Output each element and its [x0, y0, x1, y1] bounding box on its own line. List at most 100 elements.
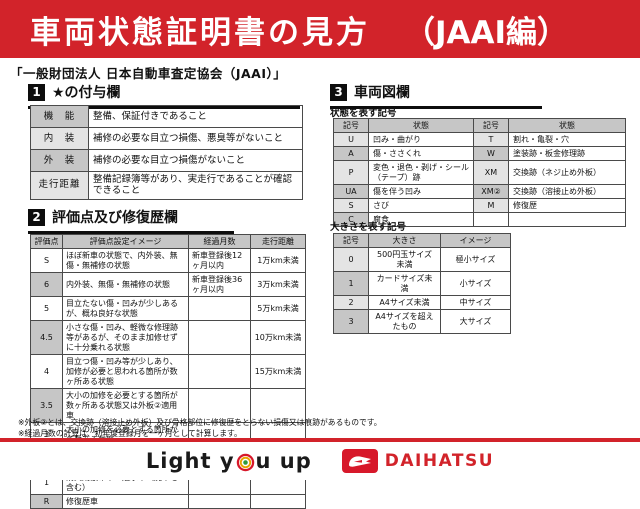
table-row: UA 傷を伴う凹み XM② 交換跡（溶接止め外板） — [333, 184, 626, 199]
col-header: イメージ — [440, 233, 511, 248]
section-number-badge: 2 — [28, 208, 45, 226]
months-cell — [188, 354, 251, 389]
desc-cell: 大小の加修を必要とする箇所が数ヶ所ある状態又は外板②適用車 — [62, 388, 189, 423]
col-header: 評価点設定イメージ — [62, 234, 189, 249]
state-cell: 変色・退色・剥げ・シール（テープ）跡 — [368, 160, 474, 185]
title-banner: 車両状態証明書の見方 （JAAI編） — [0, 0, 640, 58]
score-cell: 4.5 — [30, 320, 63, 355]
table-row: 3.5 大小の加修を必要とする箇所が数ヶ所ある状態又は外板②適用車 — [30, 388, 306, 423]
state-cell: 交換跡（溶接止め外板） — [508, 184, 626, 199]
symbol-cell: XM② — [473, 184, 509, 199]
mileage-cell: 10万km未満 — [250, 320, 306, 355]
state-cell: 傷・ささくれ — [368, 146, 474, 161]
table-row: A 傷・ささくれ W 塗装跡・板金修理跡 — [333, 146, 626, 161]
table-row: 6 内外装、無傷・無補修の状態 新車登録後36ヶ月以内 3万km未満 — [30, 272, 306, 297]
table-row: 走行距離 整備記録簿等があり、実走行であることが確認できること — [30, 171, 303, 200]
table-row: 5 目立たない傷・凹みが少しあるが、概ね良好な状態 5万km未満 — [30, 296, 306, 321]
mileage-cell: 15万km未満 — [250, 354, 306, 389]
state-cell: 凹み・曲がり — [368, 132, 474, 147]
months-cell — [188, 494, 251, 509]
row-label: 内 装 — [30, 127, 89, 150]
table-row: 1 カードサイズ未満 小サイズ — [333, 271, 511, 296]
symbol-cell — [473, 212, 509, 227]
score-cell: 3.5 — [30, 388, 63, 423]
tagline-text: Light y — [145, 449, 235, 473]
state-cell: 割れ・亀裂・穴 — [508, 132, 626, 147]
section-number-badge: 3 — [330, 83, 347, 101]
symbol-cell: M — [473, 198, 509, 213]
tagline-text: u up — [255, 449, 312, 473]
section-diagram-header: 3 車両図欄 — [330, 82, 542, 109]
col-header: 大きさ — [368, 233, 441, 248]
footnote: ※外板②とは、交換跡（溶接止め外板）及び骨格部位に修復歴をとらない損傷又は痕跡が… — [18, 418, 382, 427]
size-cell: A4サイズを超えたもの — [368, 309, 441, 334]
page-title-edition: （JAAI編） — [404, 14, 569, 51]
table-row: 内 装 補修の必要な目立つ損傷、悪臭等がないこと — [30, 127, 303, 150]
section-rating-header: 2 評価点及び修復歴欄 — [28, 207, 234, 234]
light-you-up-logo: Light y u up — [146, 449, 312, 473]
table-row: 4 目立つ傷・凹み等が少しあり、加修が必要と思われる箇所が数ヶ所ある状態 15万… — [30, 354, 306, 389]
col-header: 評価点 — [30, 234, 63, 249]
mileage-cell — [250, 494, 306, 509]
score-cell: 4 — [30, 354, 63, 389]
image-cell: 極小サイズ — [440, 247, 511, 272]
row-desc: 整備、保証付きであること — [88, 105, 303, 128]
months-cell — [188, 296, 251, 321]
col-header: 経過月数 — [188, 234, 251, 249]
size-symbols-caption: 大きさを表す記号 — [330, 222, 407, 233]
table-row: 外 装 補修の必要な目立つ損傷がないこと — [30, 149, 303, 172]
state-cell — [508, 212, 626, 227]
state-cell: 修復歴 — [508, 198, 626, 213]
size-cell: カードサイズ未満 — [368, 271, 441, 296]
symbol-cell: S — [333, 198, 369, 213]
symbol-cell: 0 — [333, 247, 369, 272]
symbol-cell: P — [333, 160, 369, 185]
symbol-cell: A — [333, 146, 369, 161]
table-row: 3 A4サイズを超えたもの 大サイズ — [333, 309, 511, 334]
footnotes: ※外板②とは、交換跡（溶接止め外板）及び骨格部位に修復歴をとらない損傷又は痕跡が… — [18, 418, 382, 439]
size-cell: 500円玉サイズ未満 — [368, 247, 441, 272]
state-cell: 交換跡（ネジ止め外板） — [508, 160, 626, 185]
desc-cell: 内外装、無傷・無補修の状態 — [62, 272, 189, 297]
score-cell: 6 — [30, 272, 63, 297]
footer: Light y u up DAIHATSU — [0, 442, 640, 480]
symbol-cell: UA — [333, 184, 369, 199]
score-cell: 5 — [30, 296, 63, 321]
table-row: R 修復歴車 — [30, 494, 306, 509]
section-title: 車両図欄 — [354, 85, 410, 101]
symbol-cell: XM — [473, 160, 509, 185]
table-row: 4.5 小さな傷・凹み、軽微な修理跡等があるが、そのまま加修せずに十分乗れる状態… — [30, 320, 306, 355]
footer-divider — [0, 438, 640, 442]
desc-cell: 小さな傷・凹み、軽微な修理跡等があるが、そのまま加修せずに十分乗れる状態 — [62, 320, 189, 355]
table-row: S さび M 修復歴 — [333, 198, 626, 213]
state-cell: 傷を伴う凹み — [368, 184, 474, 199]
state-cell: さび — [368, 198, 474, 213]
symbol-cell: 1 — [333, 271, 369, 296]
table-row: U 凹み・曲がり T 割れ・亀裂・穴 — [333, 132, 626, 147]
symbol-cell: U — [333, 132, 369, 147]
state-cell: 塗装跡・板金修理跡 — [508, 146, 626, 161]
state-symbols-caption: 状態を表す記号 — [330, 108, 397, 119]
col-header: 記号 — [333, 233, 369, 248]
daihatsu-mark-icon — [341, 449, 378, 473]
section-number-badge: 1 — [28, 83, 45, 101]
image-cell: 小サイズ — [440, 271, 511, 296]
symbol-cell: 2 — [333, 295, 369, 310]
row-label: 外 装 — [30, 149, 89, 172]
symbol-cell: C — [333, 212, 369, 227]
state-symbols-table: 記号 状態 記号 状態 U 凹み・曲がり T 割れ・亀裂・穴 A 傷・ささくれ … — [333, 118, 626, 227]
organization-line: 「一般財団法人 日本自動車査定協会（JAAI）」 — [10, 66, 287, 81]
desc-cell: ほぼ新車の状態で、内外装、無傷・無補修の状態 — [62, 248, 189, 273]
section-title: ★の付与欄 — [52, 85, 121, 101]
size-cell: A4サイズ未満 — [368, 295, 441, 310]
row-desc: 補修の必要な目立つ損傷、悪臭等がないこと — [88, 127, 303, 150]
daihatsu-logo: DAIHATSU — [341, 449, 494, 473]
table-row: 0 500円玉サイズ未満 極小サイズ — [333, 247, 511, 272]
row-desc: 補修の必要な目立つ損傷がないこと — [88, 149, 303, 172]
table-row: C 腐食 — [333, 212, 626, 227]
section-title: 評価点及び修復歴欄 — [52, 210, 178, 226]
table-row: S ほぼ新車の状態で、内外装、無傷・無補修の状態 新車登録後12ヶ月以内 1万k… — [30, 248, 306, 273]
symbol-cell: W — [473, 146, 509, 161]
row-desc: 整備記録簿等があり、実走行であることが確認できること — [88, 171, 303, 200]
desc-cell: 目立つ傷・凹み等が少しあり、加修が必要と思われる箇所が数ヶ所ある状態 — [62, 354, 189, 389]
